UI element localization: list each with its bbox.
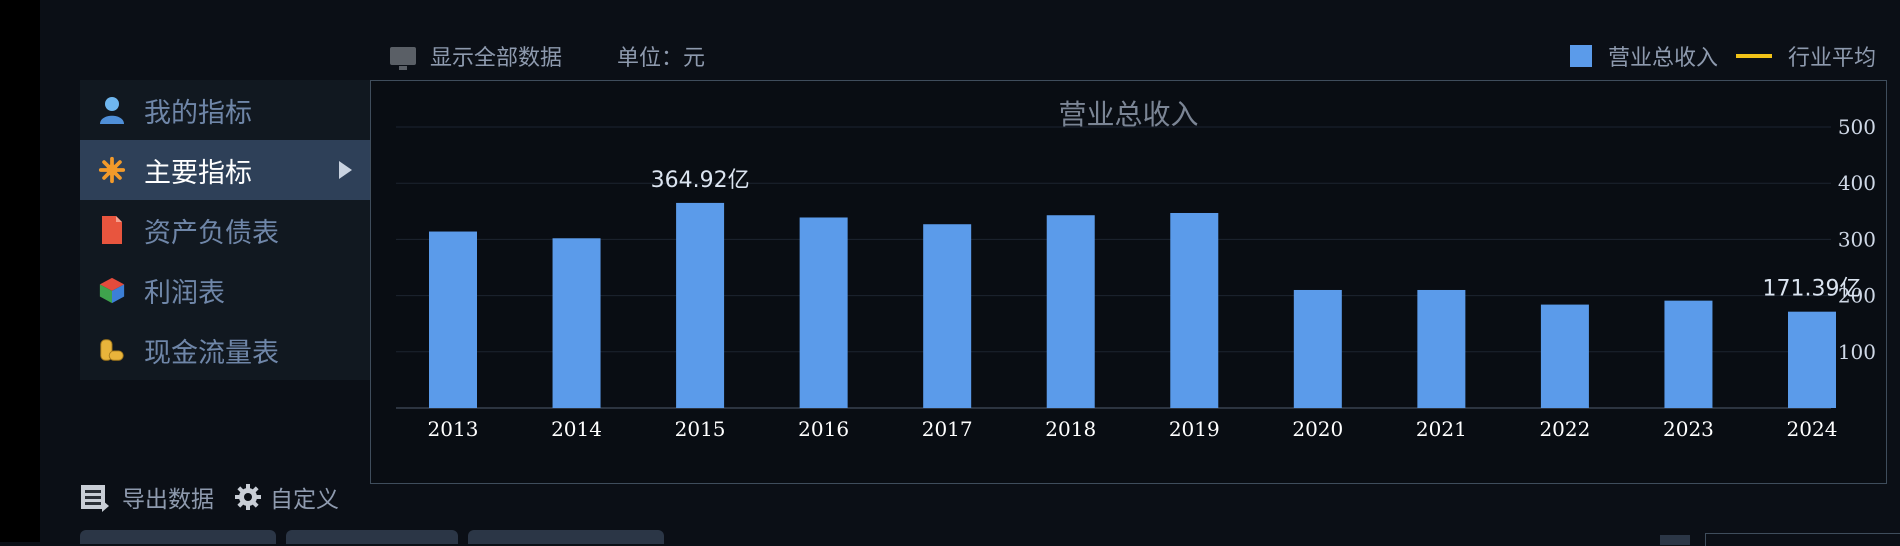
legend-line-label[interactable]: 行业平均 bbox=[1787, 46, 1876, 71]
export-data-button[interactable]: 导出数据 bbox=[122, 487, 214, 513]
x-tick-label: 2022 bbox=[1539, 417, 1590, 441]
chart-actions: 导出数据 自定义 bbox=[80, 480, 339, 514]
bottom-input[interactable] bbox=[1705, 533, 1900, 546]
chart-title: 营业总收入 bbox=[1058, 98, 1199, 131]
chart-toolbar: 显示全部数据 单位：元 bbox=[390, 40, 705, 72]
bar[interactable] bbox=[1170, 212, 1219, 408]
unit-label: 单位：元 bbox=[617, 46, 706, 71]
y-tick-label: 200 bbox=[1838, 284, 1876, 308]
bar[interactable] bbox=[799, 217, 848, 408]
bottom-tab-1[interactable] bbox=[80, 530, 276, 544]
x-tick-label: 2021 bbox=[1416, 417, 1467, 441]
chart-canvas: 100 200 300 400 500 2013 2014 2015 2016 2017 2018 2… bbox=[396, 115, 1876, 441]
bar[interactable] bbox=[676, 202, 725, 408]
x-tick-label: 2013 bbox=[428, 417, 479, 441]
chevron-right-icon bbox=[339, 161, 352, 179]
x-tick-label: 2016 bbox=[798, 417, 849, 441]
document-icon bbox=[98, 215, 126, 245]
y-tick-label: 400 bbox=[1838, 171, 1876, 195]
data-label: 171.39亿 bbox=[1763, 277, 1862, 302]
window-edge bbox=[0, 0, 40, 542]
bar[interactable] bbox=[552, 238, 601, 408]
chart-legend: 营业总收入 行业平均 bbox=[1569, 40, 1876, 72]
x-tick-label: 2019 bbox=[1169, 417, 1220, 441]
y-tick-label: 500 bbox=[1838, 115, 1876, 139]
bar[interactable] bbox=[429, 231, 477, 408]
x-tick-label: 2024 bbox=[1787, 417, 1838, 441]
bar[interactable] bbox=[923, 224, 972, 408]
sidebar-item-balance-sheet[interactable]: 资产负债表 bbox=[80, 200, 370, 260]
excel-icon[interactable] bbox=[80, 482, 110, 512]
y-tick-label: 300 bbox=[1838, 227, 1876, 251]
user-icon bbox=[98, 95, 126, 125]
sidebar-item-label: 我的指标 bbox=[144, 97, 252, 129]
x-tick-label: 2018 bbox=[1045, 417, 1096, 441]
gear-icon[interactable] bbox=[234, 483, 262, 511]
x-tick-label: 2023 bbox=[1663, 417, 1714, 441]
bar[interactable] bbox=[1664, 300, 1713, 408]
x-tick-label: 2015 bbox=[675, 417, 726, 441]
bar[interactable] bbox=[1293, 289, 1342, 408]
star-icon bbox=[98, 155, 126, 185]
customize-button[interactable]: 自定义 bbox=[270, 487, 339, 513]
sidebar-item-label: 资产负债表 bbox=[144, 217, 279, 249]
bar[interactable] bbox=[1417, 289, 1466, 408]
cube-icon bbox=[98, 275, 126, 305]
x-tick-label: 2020 bbox=[1292, 417, 1343, 441]
sidebar-item-my-indicators[interactable]: 我的指标 bbox=[80, 80, 370, 140]
sidebar-item-label: 现金流量表 bbox=[144, 337, 279, 369]
sidebar-item-income-statement[interactable]: 利润表 bbox=[80, 260, 370, 320]
bar[interactable] bbox=[1540, 304, 1589, 408]
bottom-tab-3[interactable] bbox=[468, 530, 664, 544]
x-tick-label: 2014 bbox=[551, 417, 602, 441]
x-tick-label: 2017 bbox=[922, 417, 973, 441]
bottom-tab-2[interactable] bbox=[286, 530, 458, 544]
coins-icon bbox=[98, 335, 126, 365]
revenue-chart: 营业总收入 100 200 300 400 500 2013 2014 2015 2016 201… bbox=[370, 80, 1887, 484]
bottom-control[interactable] bbox=[1660, 535, 1690, 545]
y-tick-label: 100 bbox=[1838, 340, 1876, 364]
sidebar-item-main-indicators[interactable]: 主要指标 bbox=[80, 140, 370, 200]
show-all-data-toggle[interactable]: 显示全部数据 bbox=[430, 46, 563, 71]
monitor-icon[interactable] bbox=[390, 47, 416, 70]
legend-bar-label[interactable]: 营业总收入 bbox=[1607, 46, 1718, 71]
bar[interactable] bbox=[1046, 215, 1095, 408]
bar[interactable] bbox=[1788, 311, 1836, 408]
data-label: 364.92亿 bbox=[651, 168, 750, 193]
legend-line-swatch[interactable] bbox=[1735, 54, 1772, 58]
sidebar-item-label: 主要指标 bbox=[144, 157, 252, 189]
indicator-sidebar: 我的指标 主要指标 资产负债表 利润表 现金流量表 bbox=[80, 80, 370, 380]
sidebar-item-label: 利润表 bbox=[144, 277, 225, 309]
sidebar-item-cash-flow[interactable]: 现金流量表 bbox=[80, 320, 370, 380]
legend-bar-swatch[interactable] bbox=[1569, 45, 1592, 67]
